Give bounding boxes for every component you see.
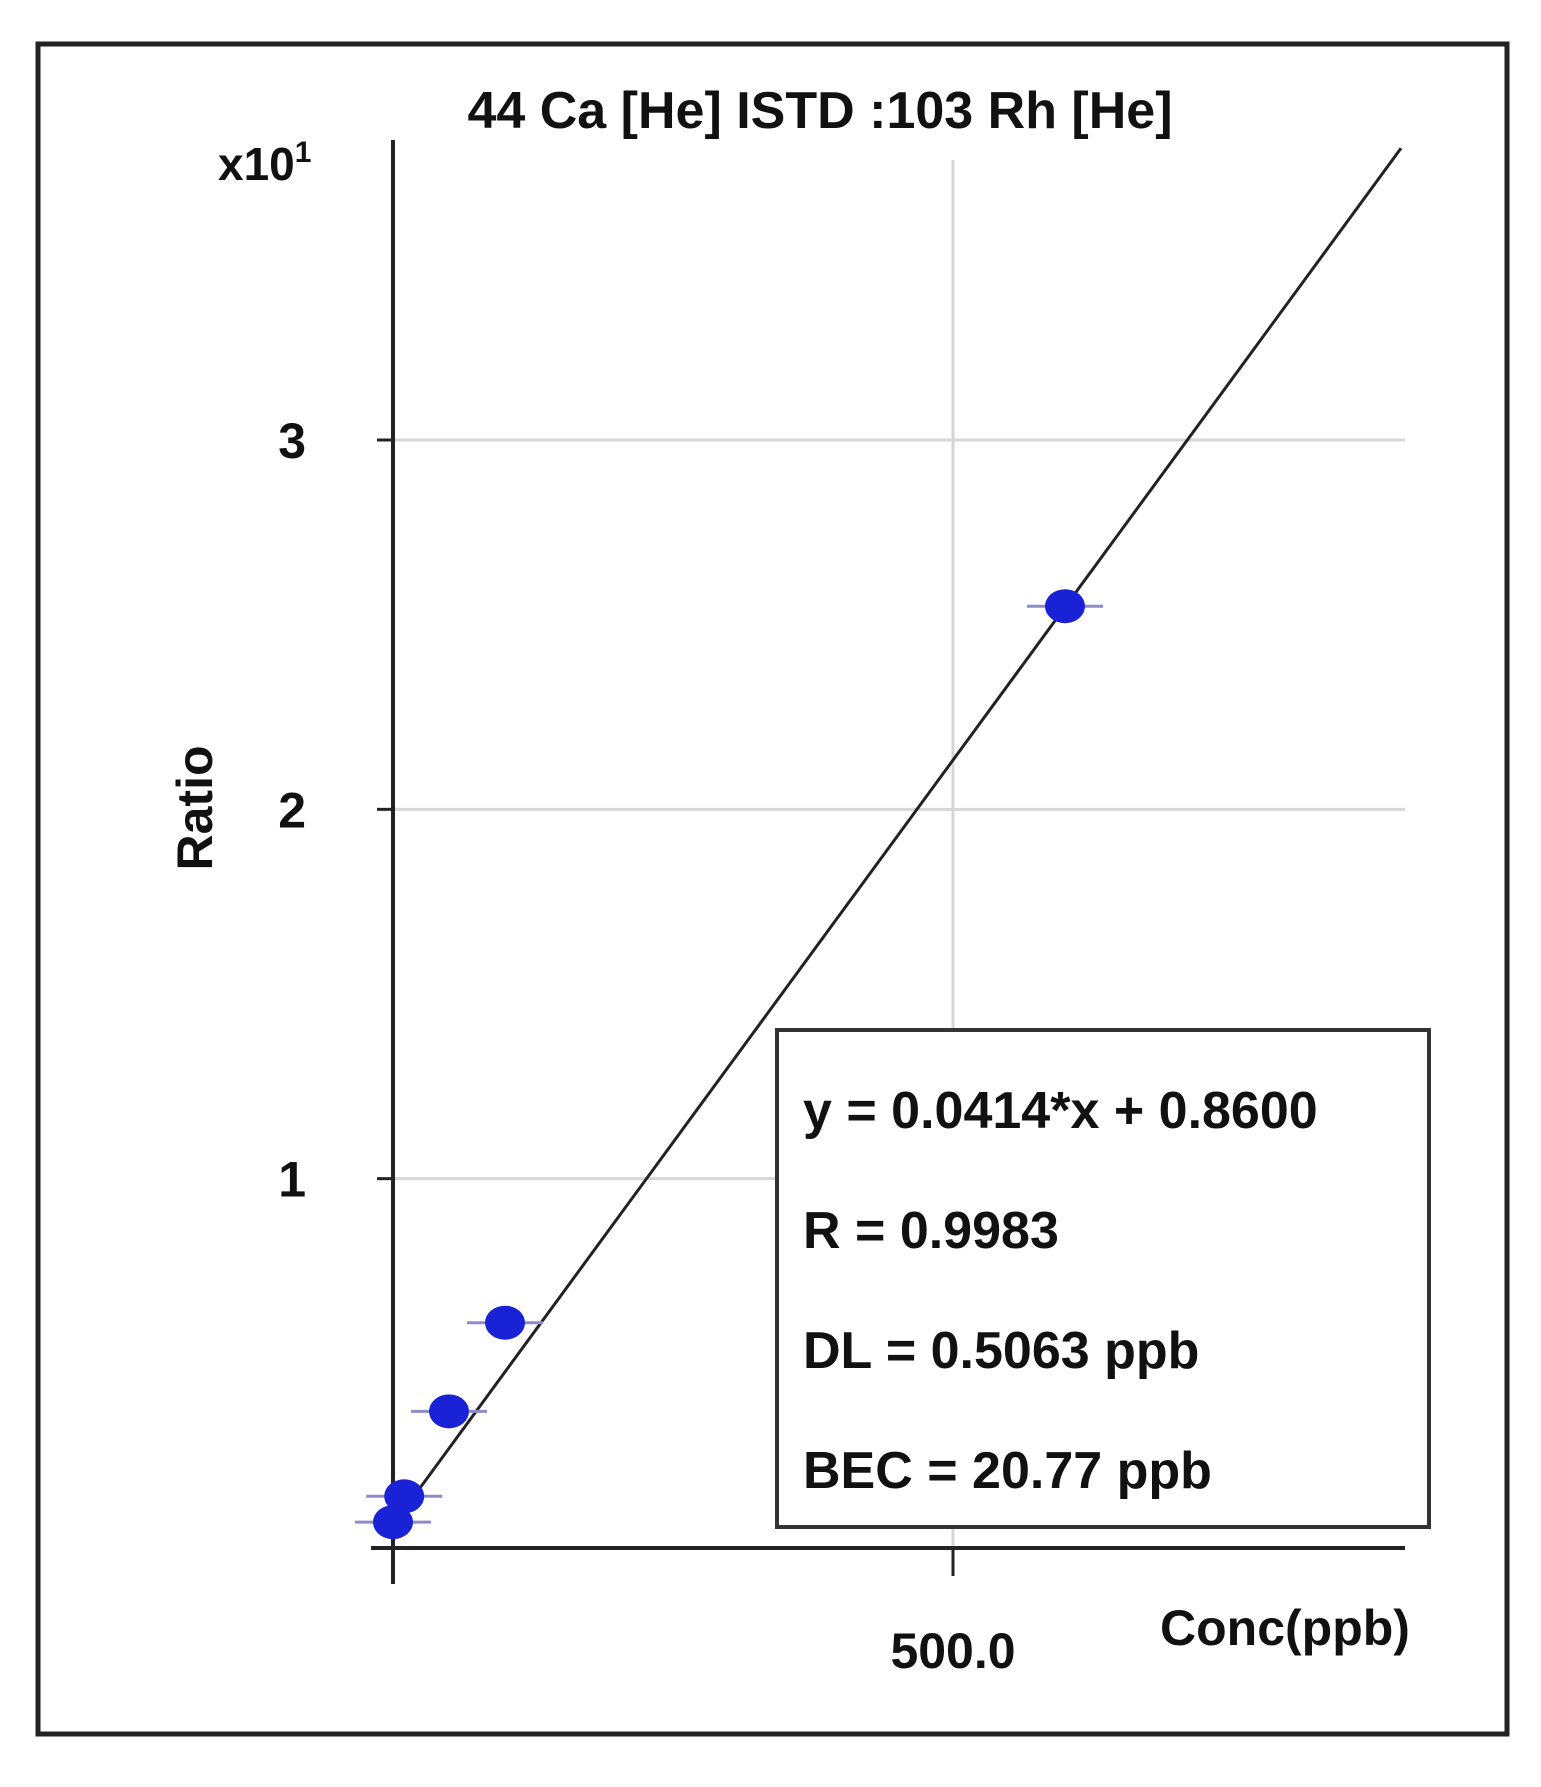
data-point — [366, 1479, 443, 1514]
data-point — [355, 1505, 431, 1540]
axes — [371, 140, 1405, 1584]
data-point — [411, 1394, 487, 1429]
tick-labels: 1 2 3 500.0 — [278, 413, 1015, 1679]
point-marker — [429, 1394, 469, 1429]
data-point — [467, 1305, 543, 1340]
point-marker — [485, 1305, 525, 1340]
data-point — [1027, 589, 1103, 624]
y-axis-label: Ratio — [167, 746, 223, 871]
data-points — [355, 589, 1103, 1540]
y-multiplier-base: x10 — [218, 138, 295, 190]
r-value-line: R = 0.9983 — [803, 1202, 1059, 1260]
equation-line: y = 0.0414*x + 0.8600 — [803, 1082, 1318, 1140]
dl-line: DL = 0.5063 ppb — [803, 1322, 1199, 1380]
equation-box — [775, 1028, 1431, 1529]
point-marker — [1045, 589, 1085, 624]
fit-line-group — [393, 147, 1403, 1524]
point-marker — [384, 1479, 425, 1514]
fit-line — [393, 147, 1403, 1524]
chart-title: 44 Ca [He] ISTD :103 Rh [He] — [467, 82, 1172, 140]
y-multiplier-exponent: 1 — [295, 136, 312, 169]
bec-line: BEC = 20.77 ppb — [803, 1442, 1212, 1500]
point-marker — [373, 1505, 413, 1540]
x-axis-label: Conc(ppb) — [1160, 1600, 1410, 1656]
y-tick-label: 1 — [278, 1152, 306, 1208]
y-tick-label: 2 — [278, 782, 306, 838]
y-multiplier-label: x101 — [218, 136, 311, 190]
x-tick-label: 500.0 — [890, 1623, 1015, 1679]
y-tick-label: 3 — [278, 413, 306, 469]
